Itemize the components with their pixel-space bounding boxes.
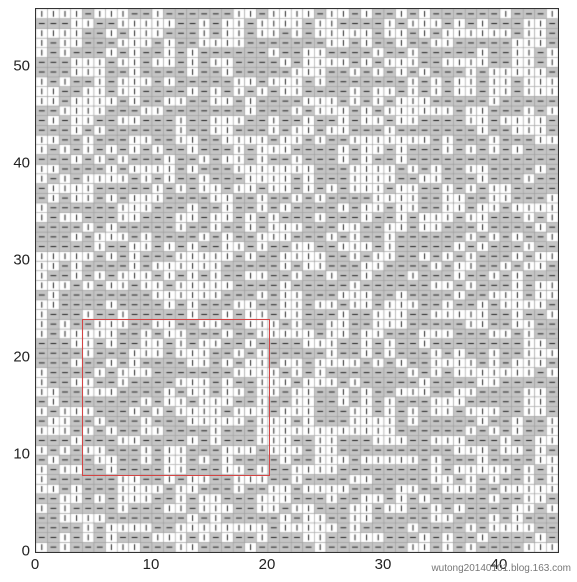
x-tick-label: 0: [31, 556, 39, 573]
x-tick-label: 30: [375, 556, 392, 573]
x-tick-label: 20: [259, 556, 276, 573]
x-tick-label: 10: [143, 556, 160, 573]
y-tick-label: 50: [2, 58, 30, 75]
y-tick-label: 30: [2, 252, 30, 269]
plot-area: [35, 8, 559, 553]
y-tick-label: 20: [2, 349, 30, 366]
watermark-text: wutong20140101.blog.163.com: [431, 563, 571, 574]
y-tick-label: 40: [2, 155, 30, 172]
grid-canvas: [36, 9, 558, 552]
y-tick-label: 10: [2, 446, 30, 463]
y-tick-label: 0: [2, 543, 30, 560]
chart-container: 01020304050 010203040 wutong20140101.blo…: [0, 0, 577, 582]
